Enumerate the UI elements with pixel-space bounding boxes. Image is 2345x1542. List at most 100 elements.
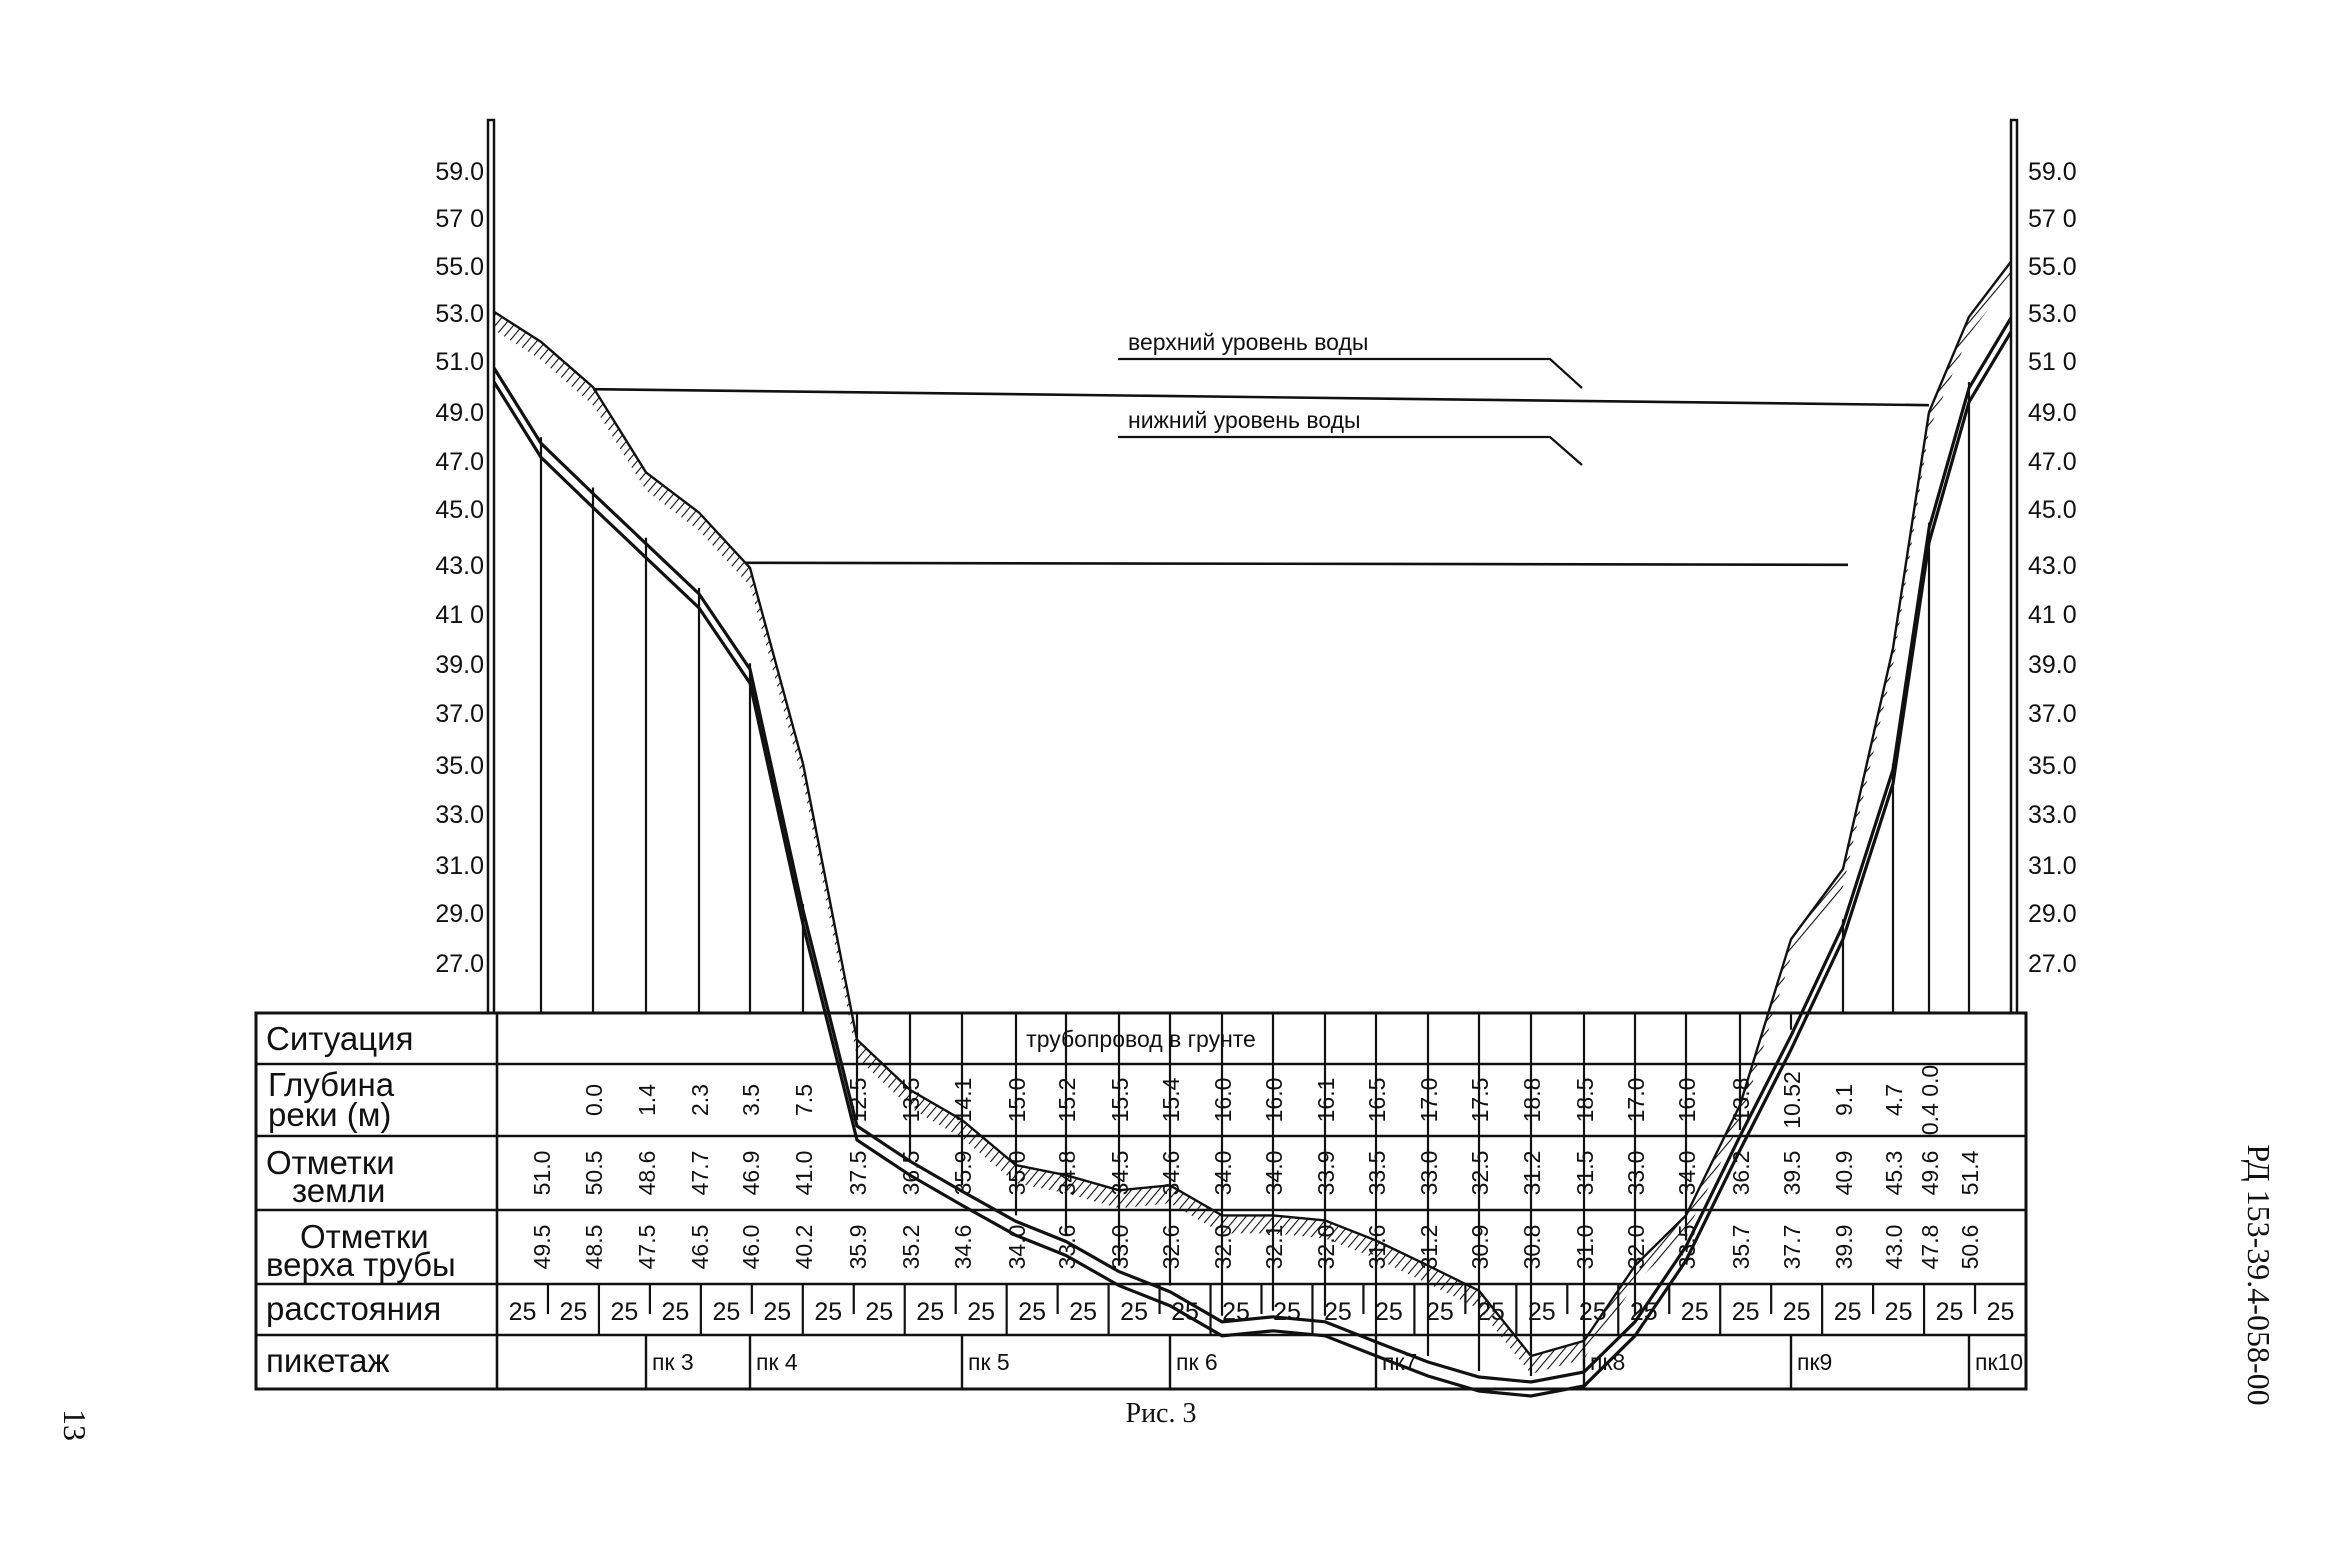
left-tick-label: 53.0: [435, 300, 484, 328]
distance-value: 25: [509, 1298, 537, 1326]
distance-value: 25: [763, 1298, 791, 1326]
depth-value: 15.5: [1107, 1078, 1133, 1123]
ground-value: 34.0: [1674, 1151, 1700, 1196]
ground-value: 33.9: [1313, 1151, 1339, 1196]
page-number: 13: [57, 1409, 93, 1441]
distance-value: 25: [1630, 1298, 1658, 1326]
pipe-value: 46.0: [738, 1225, 764, 1270]
left-elevation-scale: 59.0 57 0 55.0 53.0 51.0 49.0 47.0 45.0 43.0 41 0…: [435, 158, 484, 978]
ground-value: 36.2: [1728, 1151, 1754, 1196]
picket-label: пк8: [1590, 1349, 1625, 1375]
row-header-pickets: пикетаж: [266, 1342, 390, 1379]
right-tick-label: 53.0: [2028, 300, 2077, 328]
left-tick-label: 31.0: [435, 852, 484, 880]
pipe-value: 32.6: [1158, 1225, 1184, 1270]
depth-value: 13.5: [898, 1078, 924, 1123]
ground-value: 46.9: [738, 1151, 764, 1196]
document-code: РД 153-39.4-058-00: [2241, 1144, 2277, 1405]
pipe-value: 37.7: [1779, 1225, 1805, 1270]
distance-value: 25: [1885, 1298, 1913, 1326]
upper-water-level-line: [592, 387, 1930, 407]
depth-value: 15.2: [1054, 1078, 1080, 1123]
ground-value: 35.9: [950, 1151, 976, 1196]
right-tick-label: 37.0: [2028, 700, 2077, 728]
right-tick-label: 57 0: [2028, 205, 2077, 233]
pipe-value: 49.5: [529, 1225, 555, 1270]
right-tick-label: 47.0: [2028, 448, 2077, 476]
distance-value: 25: [1375, 1298, 1403, 1326]
ground-value: 51.4: [1957, 1150, 1983, 1195]
pipe-value: 35.7: [1728, 1225, 1754, 1270]
picket-label: пк 5: [968, 1349, 1010, 1375]
left-tick-label: 51.0: [435, 348, 484, 376]
left-tick-label: 43.0: [435, 552, 484, 580]
distance-value: 25: [560, 1298, 588, 1326]
depth-value: 2.3: [687, 1084, 713, 1116]
depth-value: 16.0: [1674, 1078, 1700, 1123]
upper-water-leader: [1118, 357, 1583, 389]
situation-text: трубопровод в грунте: [1026, 1026, 1256, 1052]
row-header-situation: Ситуация: [266, 1020, 413, 1057]
depth-value: 18.5: [1572, 1078, 1598, 1123]
pipe-top-line: [492, 316, 2013, 1384]
right-elevation-scale: 59.0 57 0 55.0 53.0 51 0 49.0 47.0 45.0 43.0 41 0…: [2028, 158, 2077, 978]
ground-value: 50.5: [581, 1151, 607, 1196]
right-tick-label: 39.0: [2028, 651, 2077, 679]
depth-value: 4.7: [1881, 1084, 1907, 1116]
ground-value: 33.0: [1416, 1151, 1442, 1196]
depth-value: 17.0: [1416, 1078, 1442, 1123]
upper-water-label: верхний уровень воды: [1128, 329, 1368, 355]
left-tick-label: 57 0: [435, 205, 484, 233]
right-tick-label: 29.0: [2028, 900, 2077, 928]
left-tick-label: 47.0: [435, 448, 484, 476]
right-tick-label: 55.0: [2028, 253, 2077, 281]
distance-value: 25: [916, 1298, 944, 1326]
pipe-value: 33.0: [1107, 1225, 1133, 1270]
distance-value: 25: [865, 1298, 893, 1326]
ground-value: 34.8: [1054, 1151, 1080, 1196]
distance-value: 25: [661, 1298, 689, 1326]
ground-value: 48.6: [634, 1151, 660, 1196]
right-scale-bar: [2009, 118, 2019, 1015]
distance-value: 25: [1681, 1298, 1709, 1326]
ground-surface-line: [493, 260, 2012, 1358]
distance-value: 25: [1783, 1298, 1811, 1326]
pipe-value: 31.2: [1416, 1225, 1442, 1270]
left-scale-bar: [486, 118, 496, 1015]
pipe-value: 46.5: [687, 1225, 713, 1270]
ground-value: 33.0: [1623, 1151, 1649, 1196]
ground-value: 34.5: [1107, 1151, 1133, 1196]
depth-value: 16.1: [1313, 1078, 1339, 1123]
picket-label: пк 4: [756, 1349, 798, 1375]
pipe-value: 40.2: [791, 1225, 817, 1270]
row-header-distances: расстояния: [266, 1290, 441, 1327]
ground-value: 33.5: [1364, 1151, 1390, 1196]
pipe-value: 30.9: [1467, 1225, 1493, 1270]
ground-value: 31.2: [1519, 1151, 1545, 1196]
depth-value: 14.1: [950, 1078, 976, 1123]
depth-value: 17.0: [1623, 1078, 1649, 1123]
depth-value: 17.5: [1467, 1078, 1493, 1123]
depth-value: 12.5: [845, 1078, 871, 1123]
picket-label: пк7: [1382, 1349, 1417, 1375]
right-tick-label: 59.0: [2028, 158, 2077, 186]
depth-value: 16.0: [1210, 1078, 1236, 1123]
left-tick-label: 41 0: [435, 601, 484, 629]
distance-value: 25: [1222, 1298, 1250, 1326]
depth-value: 1.4: [634, 1084, 660, 1116]
pipe-value: 47.8: [1917, 1225, 1943, 1270]
distance-value: 25: [1324, 1298, 1352, 1326]
right-tick-label: 45.0: [2028, 496, 2077, 524]
depth-value: 13.8: [1728, 1078, 1754, 1123]
left-tick-label: 29.0: [435, 900, 484, 928]
pipe-value: 33.5: [1674, 1225, 1700, 1270]
row-header-ground: Отметки: [266, 1144, 395, 1181]
distance-value: 25: [1171, 1298, 1199, 1326]
left-tick-label: 35.0: [435, 752, 484, 780]
distance-value: 25: [814, 1298, 842, 1326]
depth-value: 16.0: [1261, 1078, 1287, 1123]
depth-value: 10.52: [1779, 1071, 1805, 1129]
table-border: [254, 1011, 2028, 1391]
depth-value: 0.4 0.0: [1917, 1065, 1943, 1135]
